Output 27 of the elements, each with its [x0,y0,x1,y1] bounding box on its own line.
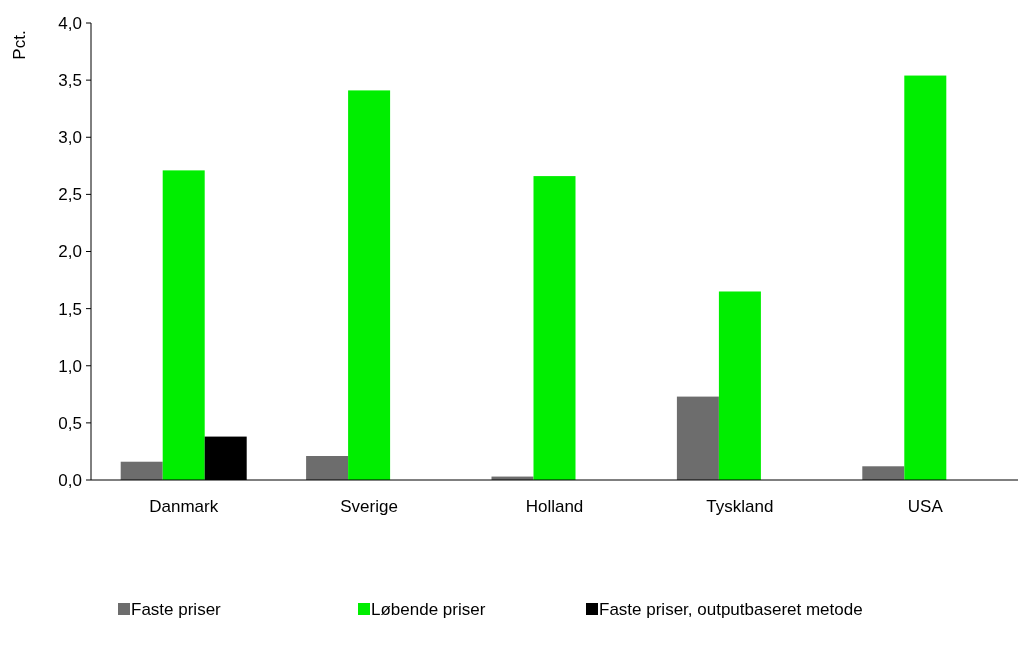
y-axis-title: Pct. [10,30,29,60]
y-tick-label: 1,5 [58,299,82,319]
y-tick-label: 3,5 [58,71,82,91]
legend-label: Faste priser, outputbaseret metode [599,600,863,619]
bar [533,176,576,480]
x-tick-label: Tyskland [706,497,774,516]
x-tick-label: Holland [525,497,584,516]
y-tick-label: 0,5 [58,413,82,433]
bar [306,456,349,480]
y-tick-label: 1,0 [58,356,82,376]
y-tick-label: 0,0 [58,470,82,490]
x-tick-label: Sverige [340,497,398,516]
bar [676,396,719,480]
bar [348,90,391,480]
legend-label: Løbende priser [371,600,486,619]
bar [718,291,761,480]
y-tick-label: 2,5 [58,185,82,205]
bar [862,466,905,480]
y-tick-label: 2,0 [58,242,82,262]
x-tick-label: Danmark [149,497,219,516]
bar [904,75,947,480]
y-tick-label: 3,0 [58,128,82,148]
y-tick-label: 4,0 [58,13,82,33]
legend-label: Faste priser [131,600,222,619]
bar [120,461,163,480]
x-tick-label: USA [907,497,944,516]
bar [162,170,205,480]
